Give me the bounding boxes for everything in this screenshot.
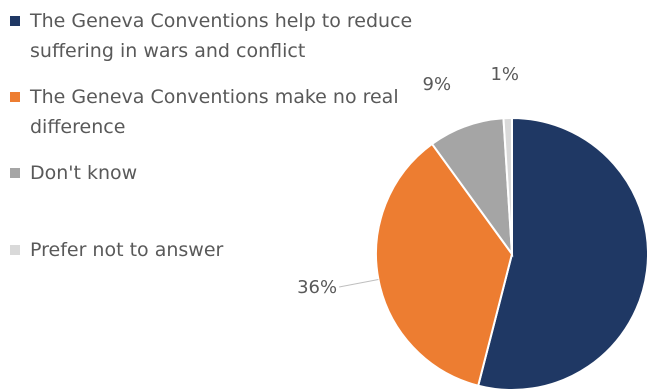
data-label-the-geneva-conventions-make-no-real-difference: 36% [297, 277, 337, 298]
legend-swatch-light-gray [10, 245, 20, 255]
leader-line-the-geneva-conventions-make-no-real-difference [339, 278, 379, 288]
legend-label: Don't know [30, 162, 138, 184]
data-labels: 54%36%9%1% [297, 64, 519, 298]
legend-label: The Geneva Conventions help to reduce su… [30, 10, 413, 62]
legend-swatch-navy [10, 16, 20, 26]
pie-slice-the-geneva-conventions-make-no-real-difference [375, 142, 514, 387]
legend-swatch-gray [10, 168, 20, 178]
leader-lines [339, 278, 379, 288]
legend-swatch-orange [10, 92, 20, 102]
data-label-don-t-know: 9% [423, 74, 452, 95]
legend-label: Prefer not to answer [30, 239, 224, 261]
pie-slices [375, 116, 647, 391]
pie-slice-prefer-not-to-answer [502, 116, 513, 255]
legend-label: The Geneva Conventions make no real diff… [30, 86, 399, 138]
data-label-prefer-not-to-answer: 1% [490, 64, 519, 85]
